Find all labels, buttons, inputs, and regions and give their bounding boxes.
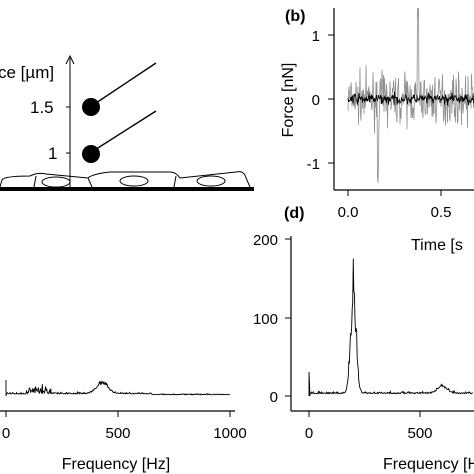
force-trace-path bbox=[347, 91, 474, 106]
x-tick-label-b-0: 0.0 bbox=[338, 204, 359, 221]
y-tick-label-d-200: 200 bbox=[253, 232, 278, 249]
x-axis-title-c: Frequency [Hz] bbox=[62, 456, 170, 473]
y-tick-label-b-m1: -1 bbox=[307, 156, 320, 173]
spectrum-chart-left: 0 500 1000 Frequency [Hz] bbox=[0, 380, 247, 473]
y-tick-label-b-0: 0 bbox=[312, 92, 320, 109]
spectrum-trace-left bbox=[5, 380, 231, 397]
probe-bead-lower bbox=[82, 145, 100, 163]
force-trace-black bbox=[347, 91, 474, 106]
schematic-axis-arrow bbox=[65, 54, 75, 65]
x-tick-label-d-0: 0 bbox=[305, 425, 313, 442]
y-tick-label-d-100: 100 bbox=[253, 311, 278, 328]
cell-boundary-1 bbox=[33, 175, 37, 188]
probe-stem-lower bbox=[89, 110, 157, 154]
cell-layer bbox=[0, 171, 251, 188]
schematic-axis-label: ce [µm] bbox=[0, 63, 54, 82]
x-axis-title-b: Time [s bbox=[411, 237, 463, 254]
schematic-tick-label-1: 1 bbox=[48, 144, 57, 163]
panel-label-d: (d) bbox=[284, 205, 304, 222]
force-trace-gray bbox=[347, 7, 474, 184]
schematic-tick-label-1-5: 1.5 bbox=[30, 98, 54, 117]
x-tick-label-c-500: 500 bbox=[105, 425, 130, 442]
spectrum-chart-right: (d) 200 100 0 0 500 Frequency [H bbox=[253, 205, 474, 473]
cell-boundary-2 bbox=[87, 177, 93, 188]
cell-nucleus-3 bbox=[196, 175, 226, 187]
x-tick-label-b-05: 0.5 bbox=[431, 204, 452, 221]
schematic-panel: ce [µm] 1.5 1 bbox=[0, 54, 254, 191]
probe-bead-upper bbox=[82, 98, 100, 116]
x-tick-label-c-0: 0 bbox=[2, 425, 10, 442]
y-tick-label-d-0: 0 bbox=[270, 389, 278, 406]
x-tick-label-d-500: 500 bbox=[407, 425, 432, 442]
probe-stem-upper bbox=[89, 62, 157, 108]
x-tick-label-c-1000: 1000 bbox=[213, 425, 246, 442]
cell-boundary-3 bbox=[173, 175, 177, 188]
y-axis-title-b: Force [nN] bbox=[280, 63, 297, 138]
cell-nucleus-2 bbox=[119, 175, 149, 187]
x-axis-title-d: Frequency [H bbox=[383, 456, 474, 473]
spectrum-trace-right bbox=[308, 258, 473, 397]
panel-label-b: (b) bbox=[285, 8, 305, 25]
cell-nucleus-1 bbox=[41, 176, 71, 188]
y-tick-label-b-1: 1 bbox=[312, 28, 320, 45]
force-trace-path bbox=[347, 7, 474, 184]
force-time-chart: (b) 1 0 -1 0.0 0.5 Force [nN] Time [s bbox=[280, 7, 474, 254]
